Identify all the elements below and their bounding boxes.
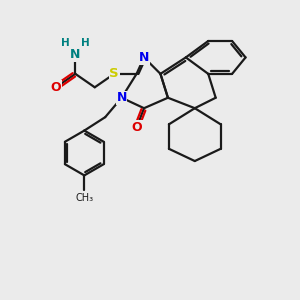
Text: H: H xyxy=(61,38,69,48)
Text: H: H xyxy=(81,38,90,48)
Text: N: N xyxy=(139,51,149,64)
Text: N: N xyxy=(116,91,127,104)
Text: CH₃: CH₃ xyxy=(75,193,93,203)
Text: N: N xyxy=(70,48,80,61)
Text: S: S xyxy=(110,68,119,80)
Text: O: O xyxy=(51,81,61,94)
Text: O: O xyxy=(131,121,142,134)
